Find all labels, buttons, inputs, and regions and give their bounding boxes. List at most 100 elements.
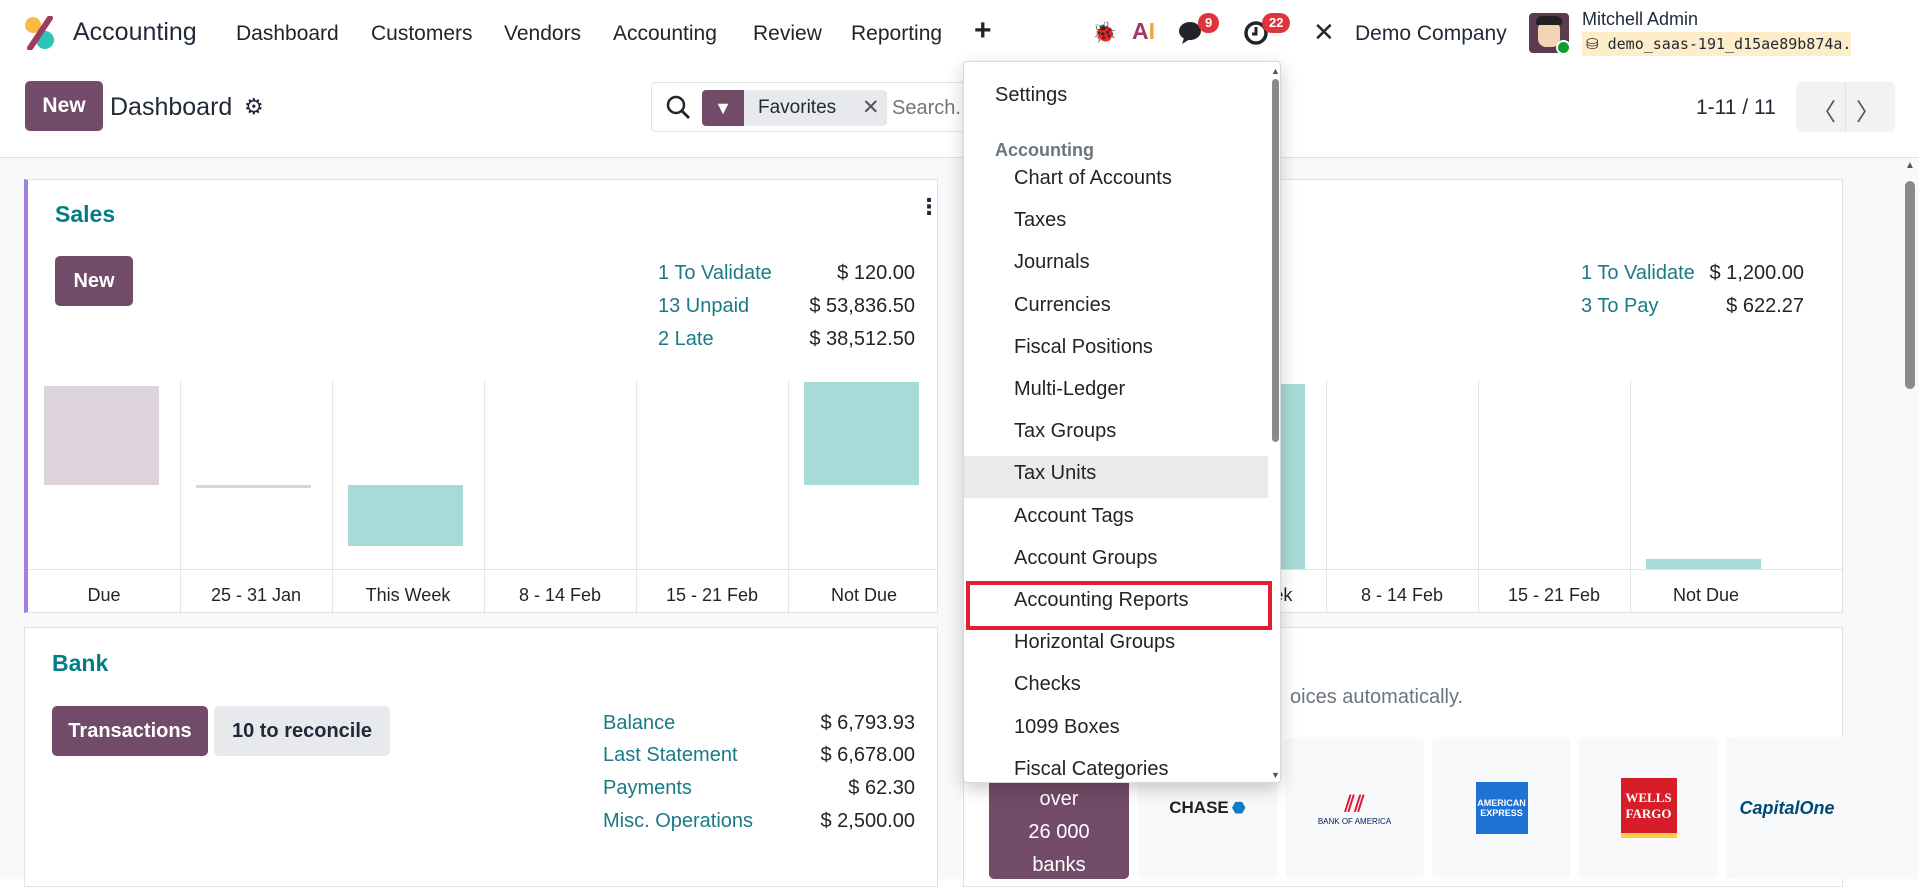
stat-value: $ 120.00 <box>837 262 915 284</box>
stat-value: $ 6,678.00 <box>820 744 915 766</box>
dropdown-item[interactable]: Checks <box>1014 673 1081 696</box>
dropdown-scroll-up-icon[interactable]: ▲ <box>1271 66 1280 76</box>
amex-logo[interactable]: AMERICAN EXPRESS <box>1432 737 1571 879</box>
sales-new-button[interactable]: New <box>55 256 133 306</box>
debug-bug-icon[interactable]: 🐞 <box>1092 22 1117 44</box>
amex-text: AMERICAN EXPRESS <box>1475 782 1528 834</box>
pager-next-icon[interactable]: 〉 <box>1856 99 1880 126</box>
dropdown-item[interactable]: 1099 Boxes <box>1014 715 1120 738</box>
configuration-dropdown: Settings Accounting ▲ ▼ Chart of Account… <box>963 61 1281 783</box>
page-scrollbar[interactable]: ▲ <box>1900 158 1919 879</box>
pager-value[interactable]: 1-11 / 11 <box>1696 96 1776 119</box>
dropdown-hover-highlight <box>964 456 1268 499</box>
new-button[interactable]: New <box>25 81 103 131</box>
dropdown-item[interactable]: Horizontal Groups <box>1014 631 1176 654</box>
stat-label[interactable]: 1 To Validate <box>658 262 772 284</box>
tools-icon[interactable]: ✕ <box>1313 17 1335 47</box>
stat-value: $ 6,793.93 <box>820 712 915 734</box>
graph-bar[interactable] <box>196 485 311 489</box>
dropdown-scrollbar-thumb[interactable] <box>1272 79 1279 442</box>
database-name: demo_saas-191_d15ae89b874a... <box>1607 35 1851 53</box>
banks-line: 26 000 <box>1028 821 1090 843</box>
app-logo-icon[interactable] <box>24 16 56 50</box>
gear-icon[interactable]: ⚙ <box>244 94 264 119</box>
graph-bar[interactable] <box>44 386 159 485</box>
page-scrollbar-thumb[interactable] <box>1905 181 1915 389</box>
bank-of-america-logo[interactable]: ⫽⫽ BANK OF AMERICA <box>1285 737 1424 879</box>
dropdown-item[interactable]: Fiscal Categories <box>1014 757 1169 780</box>
stat-label[interactable]: Balance <box>603 712 676 734</box>
dropdown-section-header: Accounting <box>995 140 1094 160</box>
chat-icon[interactable] <box>1178 20 1206 44</box>
graph-column-divider <box>1478 380 1479 612</box>
sales-title[interactable]: Sales <box>55 201 116 227</box>
dropdown-item[interactable]: Tax Groups <box>1014 420 1117 443</box>
stat-label[interactable]: Misc. Operations <box>603 810 754 832</box>
plus-icon[interactable]: + <box>974 14 992 47</box>
menu-reporting[interactable]: Reporting <box>851 22 943 45</box>
menu-accounting[interactable]: Accounting <box>613 22 717 45</box>
search-input[interactable] <box>892 93 962 123</box>
dropdown-item[interactable]: Account Groups <box>1014 546 1158 569</box>
dropdown-item[interactable]: Currencies <box>1014 293 1111 316</box>
dropdown-item[interactable]: Taxes <box>1014 209 1067 232</box>
graph-column-divider <box>1326 380 1327 612</box>
stat-label[interactable]: 1 To Validate <box>1581 262 1695 284</box>
chase-logo-text: CHASE <box>1169 798 1229 817</box>
menu-dashboard[interactable]: Dashboard <box>236 22 339 45</box>
reconcile-button[interactable]: 10 to reconcile <box>214 706 390 756</box>
stat-label[interactable]: 2 Late <box>658 328 714 350</box>
company-switcher[interactable]: Demo Company <box>1355 22 1507 45</box>
transactions-button[interactable]: Transactions <box>52 706 208 756</box>
stat-value: $ 1,200.00 <box>1709 262 1804 284</box>
dropdown-item-settings[interactable]: Settings <box>995 84 1068 106</box>
dropdown-item[interactable]: Journals <box>1014 251 1090 274</box>
sales-graph[interactable] <box>28 380 938 614</box>
dropdown-item[interactable]: Multi-Ledger <box>1014 378 1126 400</box>
clock-icon[interactable] <box>1243 20 1269 46</box>
search-icon[interactable] <box>666 95 692 121</box>
pager-previous-icon[interactable]: 〈 <box>1812 99 1836 126</box>
user-name[interactable]: Mitchell Admin <box>1582 9 1699 29</box>
menu-customers[interactable]: Customers <box>371 22 473 45</box>
capital-one-logo[interactable]: CapitalOne <box>1726 737 1848 879</box>
pager-divider <box>1845 82 1846 132</box>
graph-bar[interactable] <box>804 382 919 485</box>
graph-x-label: Not Due <box>1672 585 1740 605</box>
graph-column-divider <box>788 380 789 614</box>
sales-journal-card: Sales ⋮ New 1 To Validate $ 120.00 13 Un… <box>24 179 940 614</box>
dropdown-item[interactable]: Accounting Reports <box>1014 589 1189 611</box>
graph-x-label: 8 - 14 Feb <box>1360 585 1444 605</box>
dropdown-scroll-down-icon[interactable]: ▼ <box>1271 770 1280 780</box>
menu-vendors[interactable]: Vendors <box>504 22 582 45</box>
graph-bar[interactable] <box>1646 558 1761 569</box>
boa-text: BANK OF AMERICA <box>1317 816 1392 826</box>
bank-title[interactable]: Bank <box>52 650 109 676</box>
stat-label[interactable]: Payments <box>603 777 692 799</box>
dropdown-item[interactable]: Chart of Accounts <box>1014 167 1172 189</box>
dropdown-item[interactable]: Tax Units <box>1014 462 1097 485</box>
bank-sync-text: oices automatically. <box>1290 686 1464 708</box>
chase-octagon-icon: ⬣ <box>1231 800 1246 817</box>
control-panel: New Dashboard ⚙ ▼ Favorites ✕ 1-11 / 11 … <box>0 60 1919 158</box>
remove-facet-icon[interactable]: ✕ <box>862 96 880 119</box>
dropdown-item[interactable]: Account Tags <box>1014 504 1134 527</box>
graph-bar[interactable] <box>348 485 463 546</box>
search-bar[interactable]: ▼ Favorites ✕ <box>651 82 971 132</box>
stat-value: $ 2,500.00 <box>820 810 915 832</box>
stat-label[interactable]: 3 To Pay <box>1581 295 1659 317</box>
avatar[interactable] <box>1529 13 1571 55</box>
ai-icon[interactable]: AI <box>1132 18 1156 44</box>
pager-buttons: 〈 〉 <box>1796 82 1895 132</box>
sales-graph-labels: Due 25 - 31 Jan This Week 8 - 14 Feb 15 - 21… <box>28 585 938 609</box>
kebab-menu-icon[interactable]: ⋮ <box>918 194 940 219</box>
dropdown-item[interactable]: Fiscal Positions <box>1014 335 1153 358</box>
stat-label[interactable]: Last Statement <box>603 744 738 766</box>
stat-value: $ 62.30 <box>848 777 915 799</box>
stat-label[interactable]: 13 Unpaid <box>658 295 750 317</box>
app-name[interactable]: Accounting <box>73 18 197 46</box>
wells-fargo-logo[interactable]: WELLS FARGO <box>1579 737 1718 879</box>
scroll-up-icon[interactable]: ▲ <box>1905 160 1915 171</box>
banks-line: banks <box>1032 854 1086 876</box>
menu-review[interactable]: Review <box>753 22 822 45</box>
